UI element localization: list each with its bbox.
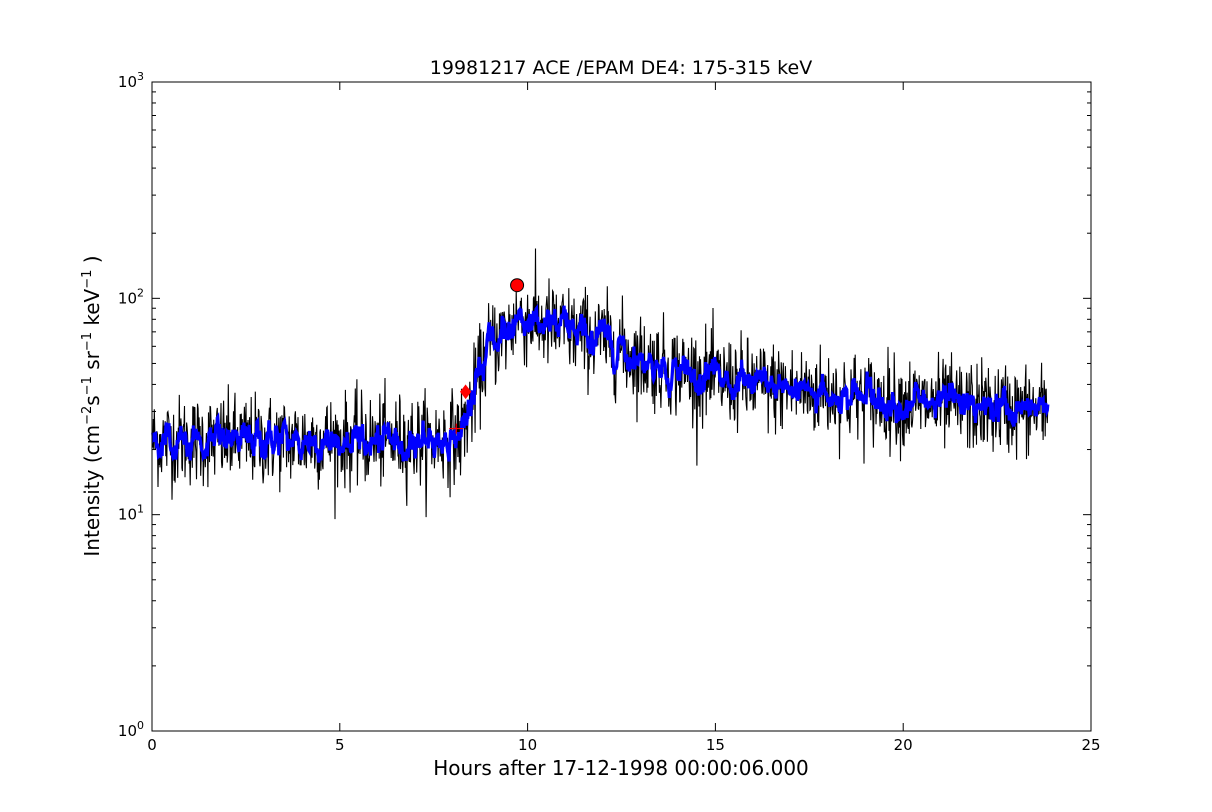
marker-peak-circle [510, 278, 525, 293]
plot-content [151, 248, 1050, 520]
y-tick-label: 101 [118, 503, 144, 524]
x-tick-label: 15 [706, 736, 725, 754]
y-tick-label: 103 [118, 70, 144, 91]
x-tick-label: 0 [147, 736, 157, 754]
plot-frame [151, 81, 1092, 732]
series-smoothed-line [151, 303, 1050, 463]
x-tick-label: 5 [335, 736, 345, 754]
x-tick-label: 20 [894, 736, 913, 754]
y-tick-label: 102 [118, 286, 144, 307]
ticks: 0 5 10 15 20 25 100 101 102 103 [118, 70, 1101, 754]
x-axis-label: Hours after 17-12-1998 00:00:06.000 [433, 756, 809, 780]
x-tick-label: 25 [1081, 736, 1100, 754]
marker-start-cross [449, 423, 464, 434]
y-tick-label: 100 [118, 719, 144, 740]
x-tick-label: 10 [518, 736, 537, 754]
y-axis-label: Intensity (cm−2s−1 sr−1 keV−1 ) [80, 255, 104, 556]
marker-onset-diamond [459, 384, 472, 400]
chart-title: 19981217 ACE /EPAM DE4: 175-315 keV [430, 57, 812, 79]
